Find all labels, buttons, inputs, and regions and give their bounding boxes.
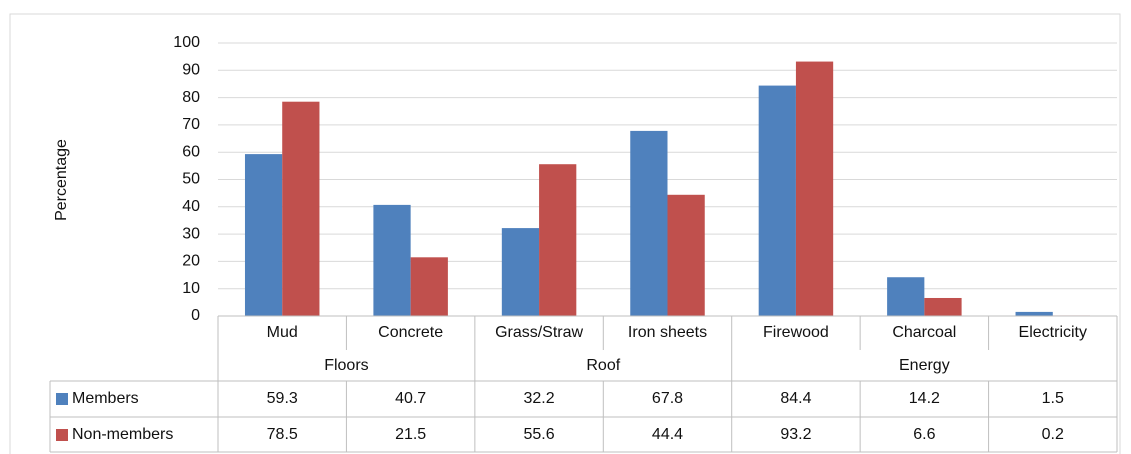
group-label: Floors xyxy=(324,357,368,374)
x-tick-label: Firewood xyxy=(763,324,829,341)
table-value: 0.2 xyxy=(1042,426,1064,443)
bar xyxy=(630,130,668,316)
legend-swatch xyxy=(56,393,68,405)
x-tick-label: Concrete xyxy=(378,324,443,341)
bar xyxy=(539,164,577,316)
y-tick-label: 10 xyxy=(182,280,200,297)
table-value: 84.4 xyxy=(780,390,811,407)
bar xyxy=(1015,311,1053,316)
bar xyxy=(501,228,540,316)
y-tick-label: 100 xyxy=(173,34,200,51)
table-value: 32.2 xyxy=(524,390,555,407)
table-value: 67.8 xyxy=(652,390,683,407)
bar xyxy=(373,204,411,316)
table-value: 93.2 xyxy=(780,426,811,443)
chart-frame xyxy=(9,13,1121,454)
bar xyxy=(282,101,320,316)
group-label: Energy xyxy=(899,357,950,374)
bar xyxy=(758,85,796,316)
y-tick-label: 20 xyxy=(182,253,200,270)
bar xyxy=(795,61,834,317)
y-axis-label: Percentage xyxy=(53,139,70,221)
bar xyxy=(667,194,705,316)
x-tick-label: Grass/Straw xyxy=(495,324,583,341)
y-tick-label: 70 xyxy=(182,116,200,133)
bar xyxy=(887,277,925,316)
y-tick-label: 0 xyxy=(191,307,200,324)
table-value: 40.7 xyxy=(395,390,426,407)
table-value: 6.6 xyxy=(913,426,935,443)
x-tick-label: Electricity xyxy=(1019,324,1087,341)
x-tick-label: Iron sheets xyxy=(628,324,707,341)
table-value: 14.2 xyxy=(909,390,940,407)
y-tick-label: 80 xyxy=(182,89,200,106)
bar xyxy=(924,297,962,316)
legend-label: Members xyxy=(72,390,139,407)
legend-swatch xyxy=(56,429,68,441)
table-value: 59.3 xyxy=(267,390,298,407)
x-tick-label: Mud xyxy=(267,324,298,341)
y-tick-label: 60 xyxy=(182,143,200,160)
x-tick-label: Charcoal xyxy=(892,324,956,341)
y-tick-label: 90 xyxy=(182,62,200,79)
y-tick-label: 50 xyxy=(182,171,200,188)
table-value: 21.5 xyxy=(395,426,426,443)
bar xyxy=(244,154,283,316)
legend-label: Non-members xyxy=(72,426,173,443)
table-value: 1.5 xyxy=(1042,390,1064,407)
bar xyxy=(410,257,448,316)
table-value: 44.4 xyxy=(652,426,683,443)
y-tick-label: 30 xyxy=(182,225,200,242)
group-label: Roof xyxy=(586,357,620,374)
table-value: 78.5 xyxy=(267,426,298,443)
y-tick-label: 40 xyxy=(182,198,200,215)
table-value: 55.6 xyxy=(524,426,555,443)
